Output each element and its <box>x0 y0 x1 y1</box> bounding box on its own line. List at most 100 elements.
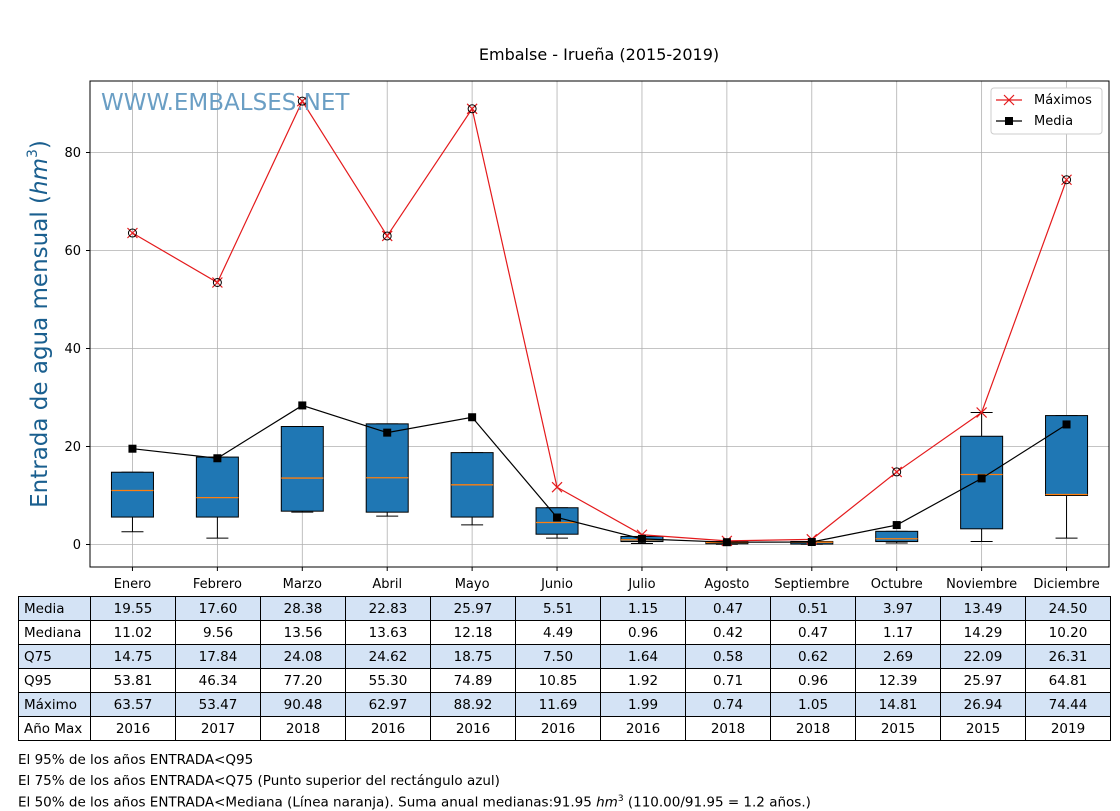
x-tick-label: Septiembre <box>774 577 849 592</box>
chart-title: Embalse - Irueña (2015-2019) <box>479 45 719 64</box>
maximos-line <box>132 99 1068 542</box>
media-point <box>468 413 477 422</box>
table-cell: 53.47 <box>175 692 261 717</box>
media-point <box>1062 420 1071 429</box>
media-point <box>807 538 816 547</box>
table-cell: 77.20 <box>260 668 346 693</box>
table-cell: 2016 <box>600 716 686 741</box>
table-row-label: Mediana <box>18 620 91 645</box>
media-point <box>553 513 562 522</box>
table-cell: 0.71 <box>685 668 771 693</box>
maximos-point <box>211 277 223 288</box>
table-cell: 55.30 <box>345 668 431 693</box>
box <box>960 435 1004 530</box>
table-cell: 0.74 <box>685 692 771 717</box>
x-tick-label: Agosto <box>704 577 749 592</box>
maximos-marker-stroke <box>976 407 988 418</box>
box <box>875 530 919 543</box>
table-cell: 13.63 <box>345 620 431 645</box>
table-cell: 74.44 <box>1025 692 1111 717</box>
table-cell: 26.31 <box>1025 644 1111 669</box>
y-axis-unit: hm <box>27 158 53 195</box>
table-cell: 1.99 <box>600 692 686 717</box>
table-cell: 5.51 <box>515 596 601 621</box>
outlier-point <box>1062 175 1072 185</box>
box <box>365 423 409 513</box>
table-cell: 18.75 <box>430 644 516 669</box>
table-row-label: Q75 <box>18 644 91 669</box>
table-row: Año Max 2016 2017 2018 2016 2016 2016 2016 2018 2… <box>18 716 1111 741</box>
media-point <box>383 428 392 437</box>
y-tick-label: 20 <box>64 440 81 455</box>
table-cell: 17.60 <box>175 596 261 621</box>
table-cell: 1.15 <box>600 596 686 621</box>
box <box>195 456 239 518</box>
table-cell: 3.97 <box>855 596 941 621</box>
table-cell: 1.92 <box>600 668 686 693</box>
table-row-label: Máximo <box>18 692 91 717</box>
table-cell: 0.51 <box>770 596 856 621</box>
table-cell: 14.75 <box>90 644 176 669</box>
table-cell: 0.42 <box>685 620 771 645</box>
table-cell: 2017 <box>175 716 261 741</box>
table-cell: 2018 <box>770 716 856 741</box>
media-line <box>132 404 1067 543</box>
table-cell: 2015 <box>940 716 1026 741</box>
y-ticks: 0 20 40 60 80 <box>64 146 90 553</box>
media-point <box>213 454 222 463</box>
x-ticks: Enero Febrero Marzo Abril Mayo Junio Julio Agos… <box>114 567 1100 592</box>
note-median-ratio: (110.00/91.95 = 1.2 años.) <box>623 794 811 811</box>
maximos-point <box>296 95 308 107</box>
table-cell: 2016 <box>90 716 176 741</box>
outlier-point <box>127 228 137 238</box>
table-cell: 0.47 <box>770 620 856 645</box>
table-cell: 17.84 <box>175 644 261 669</box>
table-cell: 13.49 <box>940 596 1026 621</box>
outlier-point <box>467 104 477 114</box>
table-cell: 25.97 <box>430 596 516 621</box>
x-tick-label: Noviembre <box>946 577 1017 592</box>
table-cell: 62.97 <box>345 692 431 717</box>
maximos-point <box>1061 174 1072 186</box>
legend-media-marker <box>1005 117 1013 125</box>
table-row: Mediana 11.02 9.56 13.56 13.63 12.18 4.49 0.96 0… <box>18 620 1111 645</box>
table-cell: 1.05 <box>770 692 856 717</box>
watermark: WWW.EMBALSES.NET <box>101 90 350 116</box>
x-tick-label: Enero <box>114 577 152 592</box>
table-cell: 2019 <box>1025 716 1111 741</box>
table-row: Máximo 63.57 53.47 90.48 62.97 88.92 11.69 1.99… <box>18 692 1111 717</box>
outlier-point <box>297 96 307 106</box>
table-row-label: Año Max <box>18 716 91 741</box>
table-cell: 2016 <box>345 716 431 741</box>
media-point <box>722 538 731 547</box>
outlier-point <box>892 467 902 477</box>
y-tick-label: 0 <box>73 538 81 553</box>
table-cell: 2016 <box>515 716 601 741</box>
y-axis-label: Entrada de agua mensual (hm3) <box>25 140 53 508</box>
series-lines <box>127 95 1072 547</box>
legend: Máximos Media <box>990 87 1103 135</box>
plot-frame <box>89 80 1110 568</box>
table-cell: 11.69 <box>515 692 601 717</box>
note-median-unit-exp: 3 <box>617 794 624 804</box>
table-row: Q95 53.81 46.34 77.20 55.30 74.89 10.85 1.92 0.7… <box>18 668 1111 693</box>
box <box>280 426 324 512</box>
table-cell: 28.38 <box>260 596 346 621</box>
maximos-marker-stroke <box>381 230 393 242</box>
table-cell: 90.48 <box>260 692 346 717</box>
outlier-point <box>212 277 222 287</box>
maximos-marker-stroke <box>296 95 308 107</box>
table-cell: 19.55 <box>90 596 176 621</box>
table-cell: 4.49 <box>515 620 601 645</box>
table-cell: 12.18 <box>430 620 516 645</box>
maximos-marker-stroke <box>891 466 903 478</box>
maximos-marker-stroke <box>466 103 478 115</box>
maximos-marker-stroke <box>127 227 138 239</box>
x-tick-label: Febrero <box>193 577 242 592</box>
table-row: Q75 14.75 17.84 24.08 24.62 18.75 7.50 1.64 0.58… <box>18 644 1111 669</box>
media-point <box>637 534 646 543</box>
table-cell: 46.34 <box>175 668 261 693</box>
table-cell: 53.81 <box>90 668 176 693</box>
maximos-marker-stroke <box>1061 174 1072 186</box>
table-cell: 2.69 <box>855 644 941 669</box>
